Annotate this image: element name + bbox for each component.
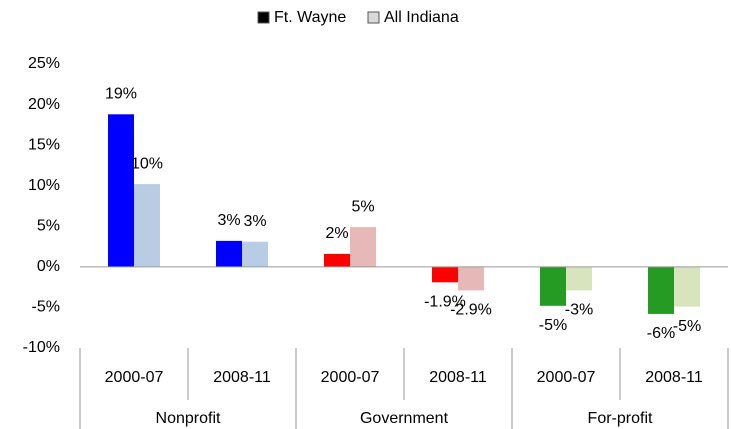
bar — [432, 266, 458, 283]
data-label: 3% — [217, 212, 240, 229]
data-label: -2.9% — [450, 302, 492, 319]
legend-swatch — [257, 11, 270, 24]
bar — [458, 266, 484, 291]
x-tick-label: 2008-11 — [645, 369, 703, 386]
bar — [540, 266, 566, 306]
bar — [648, 266, 674, 314]
y-tick-label: 20% — [28, 96, 60, 113]
data-label: 10% — [131, 155, 163, 172]
bar — [324, 253, 350, 267]
y-tick-label: 10% — [28, 177, 60, 194]
x-tick-label: 2008-11 — [213, 369, 271, 386]
group-label: For-profit — [588, 410, 653, 427]
group-label: Nonprofit — [156, 410, 221, 427]
legend-label: All Indiana — [384, 9, 459, 26]
data-label: 19% — [105, 86, 137, 103]
bar — [216, 240, 242, 267]
data-label: -3% — [565, 302, 593, 319]
y-tick-label: -10% — [23, 339, 60, 356]
data-label: 3% — [243, 213, 266, 230]
y-tick-label: 0% — [37, 258, 60, 275]
bar — [674, 266, 700, 307]
y-tick-label: 15% — [28, 136, 60, 153]
data-label: -6% — [647, 325, 675, 342]
bar — [350, 227, 376, 267]
x-tick-label: 2000-07 — [537, 369, 596, 386]
data-label: -5% — [673, 318, 701, 335]
x-tick-label: 2008-11 — [429, 369, 487, 386]
x-tick-label: 2000-07 — [321, 369, 380, 386]
legend-swatch — [367, 11, 380, 24]
y-tick-label: 25% — [28, 55, 60, 72]
x-tick-label: 2000-07 — [105, 369, 164, 386]
data-label: 2% — [325, 225, 348, 242]
y-tick-label: 5% — [37, 218, 60, 235]
data-label: 5% — [351, 198, 374, 215]
group-label: Government — [360, 410, 449, 427]
bar — [134, 184, 160, 267]
bar — [242, 241, 268, 267]
bar — [108, 114, 134, 267]
legend-label: Ft. Wayne — [274, 9, 346, 26]
data-label: -1.9% — [424, 293, 466, 310]
y-tick-label: -5% — [32, 299, 60, 316]
data-label: -5% — [539, 317, 567, 334]
bar — [566, 266, 592, 291]
